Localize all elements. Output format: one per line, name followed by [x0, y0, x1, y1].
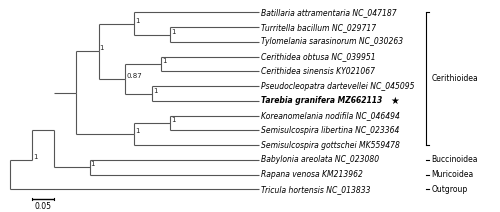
Text: 1: 1 [90, 161, 95, 167]
Text: 0.05: 0.05 [34, 202, 51, 211]
Text: 1: 1 [100, 45, 104, 51]
Text: Semisulcospira gottschei MK559478: Semisulcospira gottschei MK559478 [261, 141, 400, 150]
Text: Batillaria attramentaria NC_047187: Batillaria attramentaria NC_047187 [261, 8, 397, 17]
Text: Koreanomelania nodifila NC_046494: Koreanomelania nodifila NC_046494 [261, 111, 400, 120]
Text: Tricula hortensis NC_013833: Tricula hortensis NC_013833 [261, 185, 370, 194]
Text: 1: 1 [135, 18, 140, 24]
Text: 1: 1 [153, 88, 158, 93]
Text: Babylonia areolata NC_023080: Babylonia areolata NC_023080 [261, 155, 380, 164]
Text: Cerithioidea: Cerithioidea [431, 74, 478, 83]
Text: 1: 1 [162, 58, 166, 64]
Text: Tarebia granifera MZ662113: Tarebia granifera MZ662113 [261, 96, 382, 105]
Text: Semisulcospira libertina NC_023364: Semisulcospira libertina NC_023364 [261, 126, 400, 135]
Text: Buccinoidea: Buccinoidea [431, 155, 478, 164]
Text: 1: 1 [171, 29, 175, 35]
Text: Cerithidea obtusa NC_039951: Cerithidea obtusa NC_039951 [261, 52, 376, 61]
Text: Outgroup: Outgroup [431, 185, 468, 194]
Text: 1: 1 [135, 128, 140, 134]
Text: ★: ★ [390, 96, 399, 106]
Text: Cerithidea sinensis KY021067: Cerithidea sinensis KY021067 [261, 67, 375, 76]
Text: 1: 1 [171, 117, 175, 123]
Text: Rapana venosa KM213962: Rapana venosa KM213962 [261, 170, 363, 179]
Text: Tylomelania sarasinorum NC_030263: Tylomelania sarasinorum NC_030263 [261, 38, 404, 46]
Text: Muricoidea: Muricoidea [431, 170, 474, 179]
Text: 1: 1 [32, 154, 37, 160]
Text: Pseudocleopatra dartevellei NC_045095: Pseudocleopatra dartevellei NC_045095 [261, 82, 414, 91]
Text: 0.87: 0.87 [126, 73, 142, 79]
Text: Turritella bacillum NC_029717: Turritella bacillum NC_029717 [261, 23, 376, 32]
